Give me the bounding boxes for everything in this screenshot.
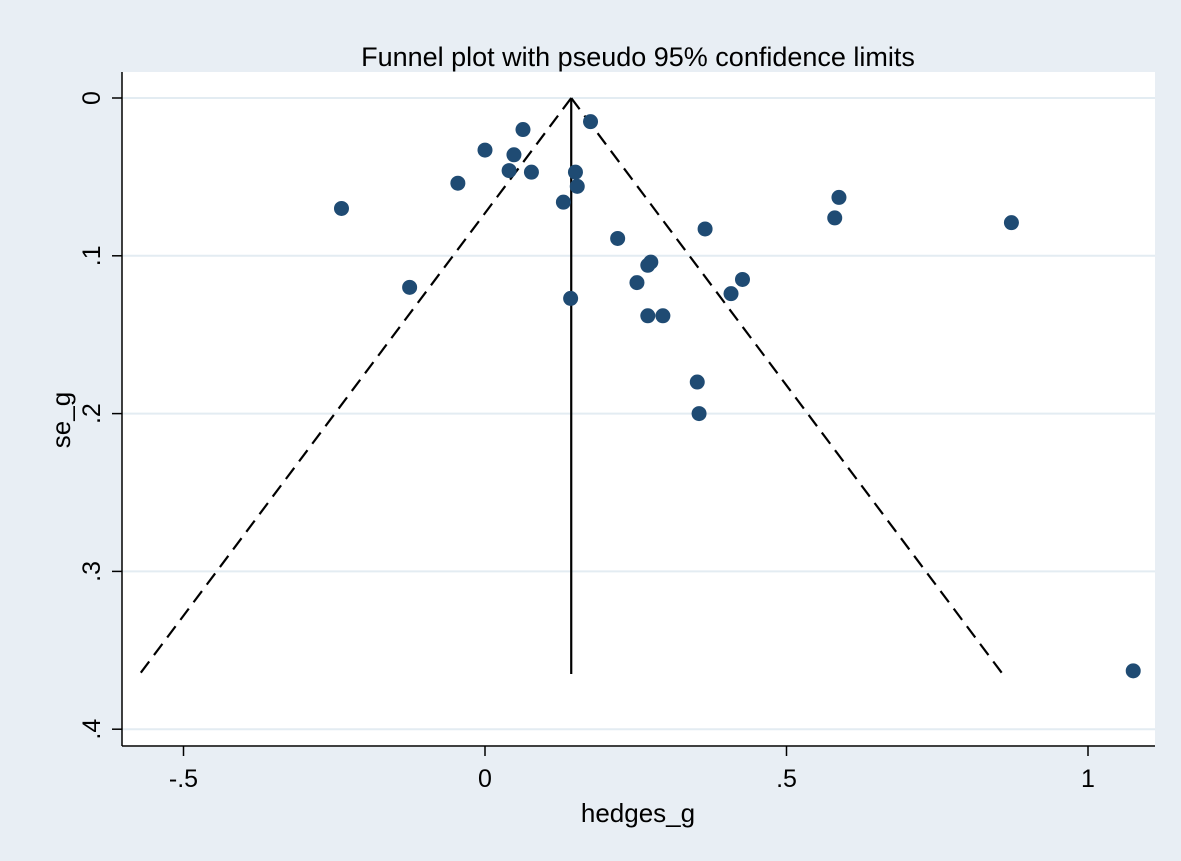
y-ticks: 0 .1 .2 .3 .4 — [78, 91, 122, 740]
y-tick-label: .2 — [78, 403, 106, 424]
data-point — [501, 163, 517, 179]
data-point — [333, 200, 349, 216]
x-tick-label: 1 — [1081, 765, 1095, 793]
x-tick-label: 0 — [478, 765, 492, 793]
x-axis-title: hedges_g — [581, 798, 695, 828]
y-tick-label: 0 — [78, 91, 106, 105]
data-point — [583, 114, 599, 130]
data-point — [723, 286, 739, 302]
data-point — [567, 164, 583, 180]
data-point — [402, 279, 418, 295]
gridlines — [122, 97, 1155, 731]
y-tick-label: .1 — [78, 245, 106, 266]
plot-area — [122, 72, 1155, 747]
data-point — [477, 142, 493, 158]
data-points — [333, 114, 1141, 679]
data-point — [689, 374, 705, 390]
data-point — [640, 257, 656, 273]
chart-title: Funnel plot with pseudo 95% confidence l… — [361, 42, 915, 72]
data-point — [563, 290, 579, 306]
data-point — [691, 406, 707, 422]
data-point — [697, 221, 713, 237]
data-point — [827, 210, 843, 226]
axes — [121, 72, 1155, 747]
y-tick-label: .4 — [78, 719, 106, 740]
y-axis-title: se_g — [46, 392, 76, 448]
lower-confidence-limit — [138, 97, 573, 675]
data-point — [1003, 215, 1019, 231]
x-tick-label: -.5 — [169, 765, 198, 793]
data-point — [523, 164, 539, 180]
data-point — [450, 175, 466, 191]
data-point — [640, 308, 656, 324]
data-point — [734, 271, 750, 287]
data-point — [655, 308, 671, 324]
upper-confidence-limit — [570, 97, 1004, 675]
data-point — [555, 194, 571, 210]
data-point — [610, 230, 626, 246]
y-tick-label: .3 — [78, 561, 106, 582]
data-point — [1125, 663, 1141, 679]
x-ticks: -.5 0 .5 1 — [169, 746, 1095, 793]
data-point — [515, 122, 531, 138]
x-tick-label: .5 — [776, 765, 797, 793]
data-point — [569, 178, 585, 194]
data-point — [831, 189, 847, 205]
data-point — [629, 275, 645, 291]
funnel-lines — [138, 97, 1004, 675]
data-point — [506, 147, 522, 163]
